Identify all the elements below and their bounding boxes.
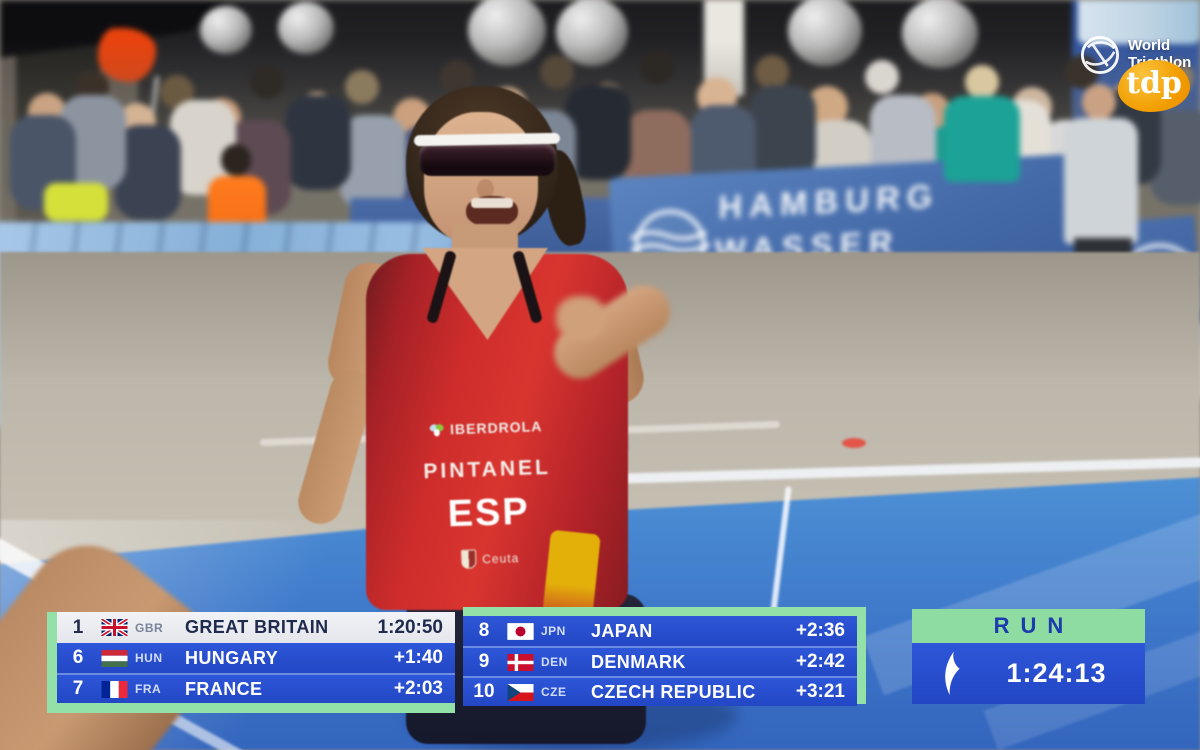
leaderboard-accent bbox=[47, 703, 455, 713]
leaderboard-row: 10 CZE CZECH REPUBLIC +3:21 bbox=[463, 676, 857, 706]
timer-value: 1:24:13 bbox=[1006, 658, 1107, 688]
country-code: JPN bbox=[541, 624, 566, 638]
team-name: HUNGARY bbox=[185, 647, 279, 668]
team-name: CZECH REPUBLIC bbox=[591, 681, 756, 702]
athlete-teeth bbox=[471, 198, 513, 208]
leaderboard-row: 1 GBR GREAT BRITAIN 1:20:50 bbox=[57, 612, 455, 643]
leaderboard-row: 6 HUN HUNGARY +1:40 bbox=[57, 643, 455, 673]
rank: 1 bbox=[72, 616, 84, 638]
hi-vis-vest bbox=[44, 183, 108, 221]
leaderboard-right: 8 JPN JAPAN +2:36 9 DEN DENMARK +2:42 10 bbox=[463, 616, 857, 706]
team-name: JAPAN bbox=[591, 620, 653, 641]
spectator-teal bbox=[944, 96, 1020, 182]
leaderboard-row: 8 JPN JAPAN +2:36 bbox=[463, 616, 857, 646]
official-shirt bbox=[1064, 118, 1138, 244]
iberdrola-logo-icon bbox=[430, 424, 444, 437]
rank: 7 bbox=[72, 678, 84, 699]
country-code: GBR bbox=[135, 620, 164, 635]
sunglasses-icon bbox=[419, 143, 556, 176]
flag-hun-icon bbox=[101, 649, 128, 667]
jersey-athlete-name: PINTANEL bbox=[423, 455, 552, 484]
leaderboard-row: 7 FRA FRANCE +2:03 bbox=[57, 673, 455, 703]
tdp-logo-text: tdp bbox=[1126, 66, 1182, 101]
rank: 8 bbox=[478, 620, 490, 641]
country-code: DEN bbox=[541, 655, 568, 669]
leaderboard-accent bbox=[47, 612, 57, 713]
time-gap: +3:21 bbox=[795, 681, 845, 702]
country-code: FRA bbox=[135, 682, 162, 696]
team-name: FRANCE bbox=[185, 678, 263, 699]
timer-body: 1:24:13 bbox=[912, 643, 1145, 704]
team-name: DENMARK bbox=[591, 651, 686, 672]
marshal bbox=[221, 144, 251, 176]
world-triathlon-text-line1: World bbox=[1128, 37, 1171, 55]
run-swoosh-icon bbox=[945, 651, 960, 695]
jersey-country-code: ESP bbox=[446, 490, 531, 536]
time-gap: +2:36 bbox=[795, 620, 845, 641]
discipline-timer: RUN 1:24:13 bbox=[912, 609, 1145, 704]
world-triathlon-swirl-icon bbox=[1080, 35, 1120, 75]
leaderboard-accent bbox=[857, 607, 866, 704]
rank: 9 bbox=[478, 651, 490, 672]
flag-den-icon bbox=[507, 653, 534, 671]
jersey-region: Ceuta bbox=[481, 550, 520, 566]
time-gap: +1:40 bbox=[393, 647, 443, 668]
flag-cze-icon bbox=[507, 683, 534, 701]
team-name: GREAT BRITAIN bbox=[185, 617, 329, 637]
jersey-text-block: IBERDROLA PINTANEL ESP Ceuta bbox=[365, 416, 610, 572]
discipline-header: RUN bbox=[912, 609, 1145, 643]
rank: 10 bbox=[473, 681, 495, 702]
leader-time: 1:20:50 bbox=[377, 616, 444, 638]
time-gap: +2:03 bbox=[393, 678, 443, 699]
official bbox=[1082, 84, 1116, 120]
rank: 6 bbox=[72, 647, 84, 668]
course-marker bbox=[842, 438, 866, 448]
flag-gbr-icon bbox=[101, 619, 128, 636]
jersey-sponsor: IBERDROLA bbox=[449, 418, 543, 438]
leaderboard-row: 9 DEN DENMARK +2:42 bbox=[463, 646, 857, 676]
flag-jpn-icon bbox=[507, 622, 534, 640]
country-code: HUN bbox=[135, 651, 163, 665]
leaderboard-accent bbox=[463, 607, 865, 616]
time-gap: +2:42 bbox=[795, 651, 845, 672]
ceuta-crest-icon bbox=[460, 549, 477, 569]
athlete-hand bbox=[556, 296, 606, 340]
athlete-nose bbox=[477, 179, 494, 199]
discipline-label: RUN bbox=[993, 613, 1075, 638]
tdp-broadcaster-logo: tdp bbox=[1118, 60, 1190, 112]
country-code: CZE bbox=[541, 685, 567, 699]
flag-fra-icon bbox=[101, 680, 128, 698]
leaderboard-left: 1 GBR GREAT BRITAIN 1:20:50 6 HUN HUNGAR… bbox=[57, 612, 455, 703]
